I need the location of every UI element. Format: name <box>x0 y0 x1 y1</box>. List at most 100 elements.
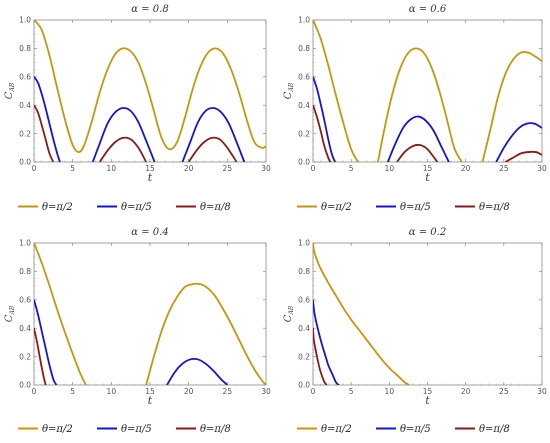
x-tick-label: 15 <box>423 387 433 396</box>
x-tick-label: 5 <box>349 164 354 173</box>
x-tick-label: 10 <box>385 387 395 396</box>
x-tick-label: 10 <box>107 164 117 173</box>
x-tick-label: 25 <box>499 164 509 173</box>
y-tick-label: 0.6 <box>298 73 310 82</box>
x-tick-label: 30 <box>537 387 547 396</box>
y-tick-label: 0.4 <box>19 324 31 333</box>
legend-label-3: θ=π/8 <box>200 202 231 213</box>
x-tick-label: 5 <box>349 387 354 396</box>
legend: θ=π/2 θ=π/5 θ=π/8 <box>18 202 231 213</box>
plot-frame <box>33 19 267 163</box>
legend-label-1: θ=π/2 <box>42 424 73 435</box>
x-tick-label: 25 <box>223 164 233 173</box>
series-line-2-segment-1 <box>313 76 336 162</box>
y-axis-label: CAB <box>283 305 295 322</box>
series-line-1-segment-1 <box>34 242 87 385</box>
series-line-2-segment-1 <box>34 299 58 385</box>
y-tick-label: 0.2 <box>298 352 310 361</box>
chart-title: α = 0.2 <box>409 227 446 238</box>
y-tick-label: 0.6 <box>19 296 31 305</box>
chart-panel-3: α = 0.4 0 5 10 15 20 25 30 0.0 0.2 0.4 0.6 0.8 1.0 t CA… <box>4 227 271 435</box>
y-axis-label: CAB <box>4 305 16 322</box>
x-tick-label: 30 <box>261 387 271 396</box>
y-tick-label: 0.8 <box>298 267 310 276</box>
y-tick-label: 0.0 <box>19 381 31 390</box>
series-line-2-segment-3 <box>495 122 542 162</box>
y-tick-label: 0.6 <box>19 73 31 82</box>
legend-label-3: θ=π/8 <box>479 424 510 435</box>
x-tick-label: 10 <box>385 164 395 173</box>
series-line-3-segment-1 <box>313 104 332 162</box>
series-line-1-segment-2 <box>145 282 266 385</box>
series-line-1-segment-3 <box>481 51 542 162</box>
x-tick-label: 25 <box>223 387 233 396</box>
x-axis-label: t <box>148 171 153 184</box>
legend-label-3: θ=π/8 <box>200 424 231 435</box>
y-axis-label-subscript: AB <box>9 305 16 315</box>
chart-title: α = 0.8 <box>131 4 168 15</box>
series-line-3-segment-2 <box>396 143 439 162</box>
y-tick-label: 0.0 <box>19 158 31 167</box>
chart-panel-1: α = 0.8 0 5 10 15 20 25 30 0.0 0.2 0.4 0.6 0.8 1.0 t CA… <box>4 4 271 213</box>
y-axis-label-subscript: AB <box>288 82 295 92</box>
y-tick-label: 0.4 <box>298 101 310 110</box>
y-tick-label: 1.0 <box>298 239 310 248</box>
series-line-3-segment-3 <box>504 150 542 162</box>
y-axis-label-main: C <box>283 91 294 99</box>
y-tick-label: 1.0 <box>298 16 310 25</box>
y-axis-label-subscript: AB <box>9 82 16 92</box>
chart-title: α = 0.4 <box>131 227 168 238</box>
legend-label-1: θ=π/2 <box>321 202 352 213</box>
legend-label-1: θ=π/2 <box>42 202 73 213</box>
y-tick-label: 0.8 <box>19 267 31 276</box>
x-tick-label: 15 <box>423 164 433 173</box>
legend-label-2: θ=π/5 <box>121 202 152 213</box>
series-line-2-segment-2 <box>386 115 450 162</box>
series-line-2-segment-2 <box>91 107 156 162</box>
x-axis-label: t <box>425 394 430 407</box>
y-axis-label-main: C <box>4 91 15 99</box>
y-axis-label: CAB <box>4 82 16 99</box>
y-tick-label: 0.0 <box>298 381 310 390</box>
y-axis-label-main: C <box>283 314 294 322</box>
legend-label-2: θ=π/5 <box>121 424 152 435</box>
series-line-3-segment-1 <box>313 328 328 385</box>
series-line-3-segment-3 <box>187 136 238 162</box>
y-axis-label-main: C <box>4 314 15 322</box>
series-line-3-segment-2 <box>98 136 147 162</box>
x-tick-label: 15 <box>145 387 155 396</box>
series-line-2-segment-2 <box>166 358 228 385</box>
y-axis-label: CAB <box>283 82 295 99</box>
legend-label-2: θ=π/5 <box>400 202 431 213</box>
y-tick-label: 0.8 <box>298 44 310 53</box>
legend: θ=π/2 θ=π/5 θ=π/8 <box>297 202 510 213</box>
y-tick-label: 1.0 <box>19 239 31 248</box>
legend-label-1: θ=π/2 <box>321 424 352 435</box>
x-tick-label: 0 <box>311 387 316 396</box>
x-tick-label: 30 <box>537 164 547 173</box>
legend: θ=π/2 θ=π/5 θ=π/8 <box>18 424 231 435</box>
x-tick-label: 20 <box>461 387 471 396</box>
x-tick-label: 5 <box>70 387 75 396</box>
chart-panel-4: α = 0.2 0 5 10 15 20 25 30 0.0 0.2 0.4 0.6 0.8 1.0 t CA… <box>283 227 547 435</box>
x-tick-label: 20 <box>184 164 194 173</box>
y-tick-label: 0.2 <box>298 129 310 138</box>
chart-panel-2: α = 0.6 0 5 10 15 20 25 30 0.0 0.2 0.4 0.6 0.8 1.0 t CA… <box>283 4 547 213</box>
x-tick-label: 0 <box>32 387 37 396</box>
plot-frame <box>33 242 267 386</box>
series-line-1-segment-1 <box>34 19 266 153</box>
y-tick-label: 0.6 <box>298 296 310 305</box>
x-tick-label: 25 <box>499 387 509 396</box>
x-tick-label: 0 <box>311 164 316 173</box>
x-tick-label: 30 <box>261 164 271 173</box>
series-line-1-segment-1 <box>313 242 410 385</box>
x-tick-label: 5 <box>70 164 75 173</box>
y-tick-label: 0.4 <box>298 324 310 333</box>
x-tick-label: 15 <box>145 164 155 173</box>
y-axis-label-subscript: AB <box>288 305 295 315</box>
x-tick-label: 10 <box>107 387 117 396</box>
legend: θ=π/2 θ=π/5 θ=π/8 <box>297 424 510 435</box>
legend-label-3: θ=π/8 <box>479 202 510 213</box>
y-tick-label: 0.8 <box>19 44 31 53</box>
